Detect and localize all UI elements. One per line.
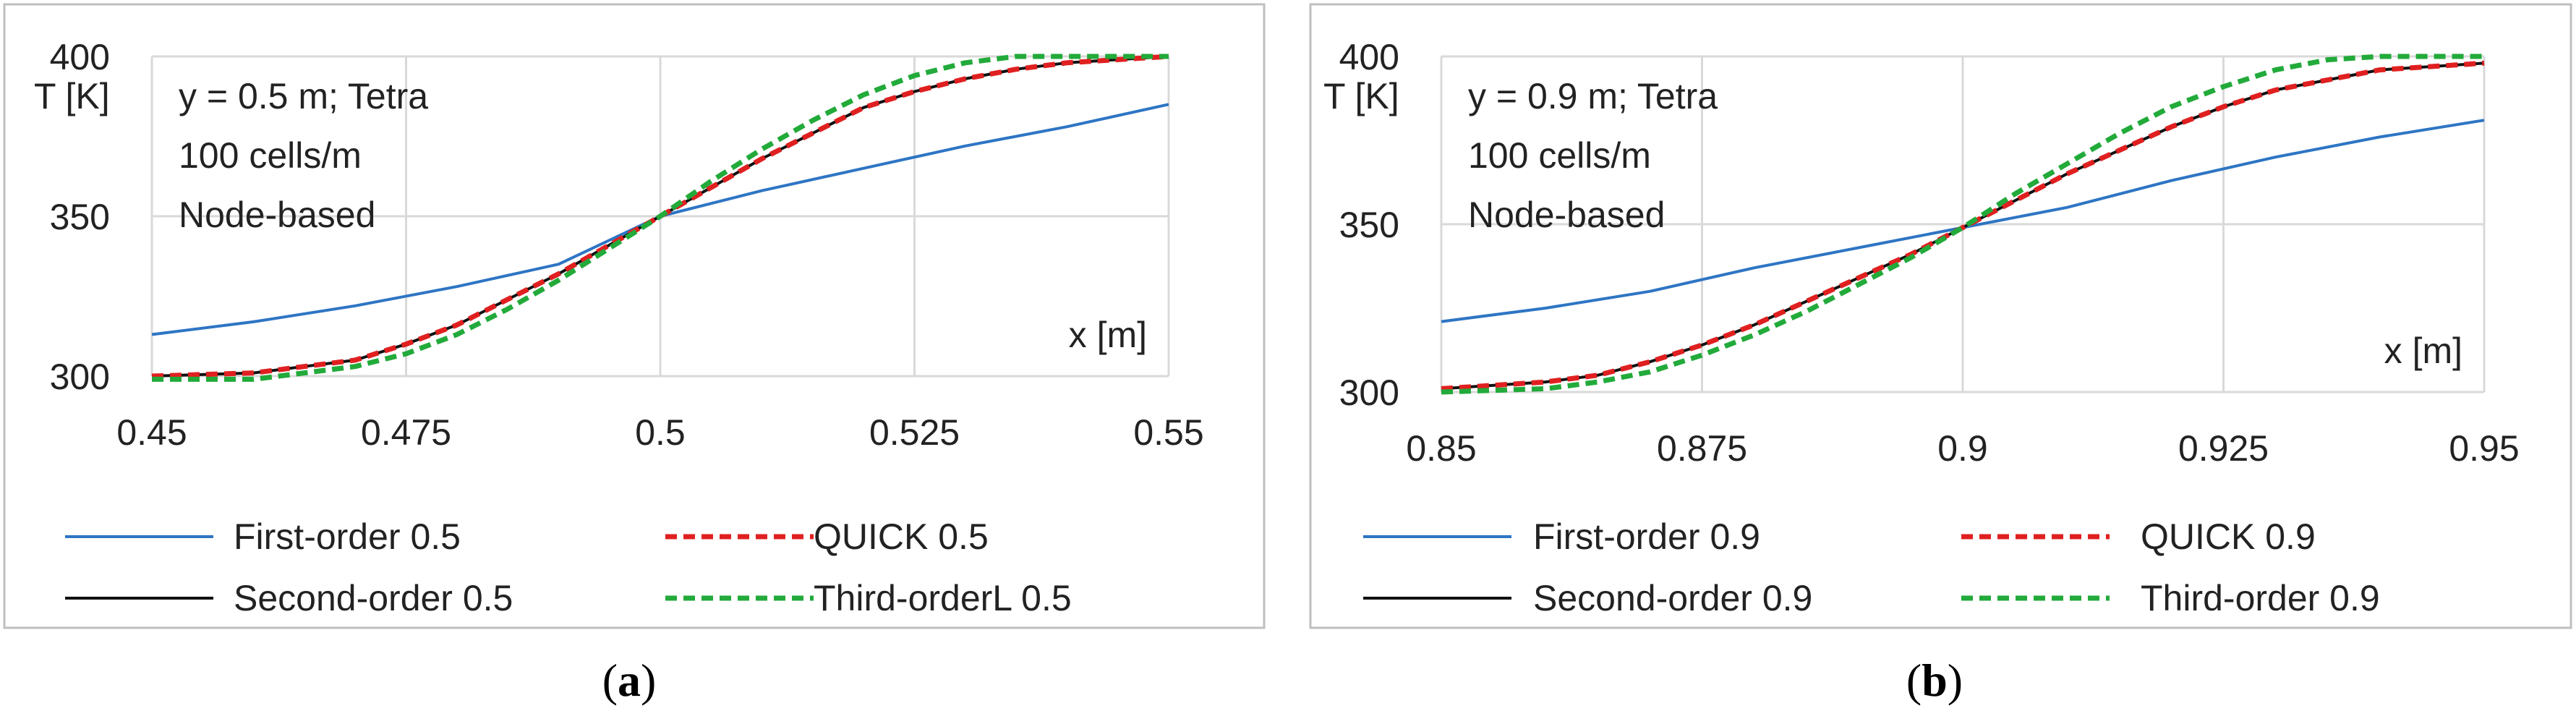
caption-letter: a — [618, 655, 641, 706]
x-axis-label: x [m] — [2384, 331, 2462, 371]
panel-caption: (b) — [1906, 655, 1963, 706]
y-tick-label: 350 — [1339, 205, 1399, 245]
panel-caption: (a) — [602, 655, 657, 706]
annotation-line: 100 cells/m — [1468, 135, 1651, 176]
annotation-line: y = 0.5 m; Tetra — [179, 76, 428, 116]
chart-frame — [1309, 3, 2572, 629]
legend-label: Third-orderL 0.5 — [814, 578, 1072, 618]
x-tick-label: 0.45 — [116, 412, 187, 453]
x-axis-label: x [m] — [1069, 315, 1147, 355]
x-tick-label: 0.55 — [1133, 412, 1203, 453]
y-axis-label: T [K] — [34, 76, 110, 116]
annotation-line: y = 0.9 m; Tetra — [1468, 76, 1718, 116]
series-line-third-orderl-0-5 — [152, 54, 1169, 382]
annotation-line: Node-based — [1468, 195, 1665, 235]
legend-label: First-order 0.5 — [234, 516, 461, 557]
series-line-quick-0-9 — [1441, 60, 2485, 391]
x-tick-label: 0.925 — [2178, 428, 2269, 469]
x-tick-label: 0.525 — [869, 412, 960, 453]
x-tick-label: 0.475 — [361, 412, 451, 453]
annotation-line: 100 cells/m — [179, 135, 362, 176]
x-tick-label: 0.5 — [635, 412, 686, 453]
legend-label: Second-order 0.5 — [234, 578, 513, 618]
annotation-line: Node-based — [179, 195, 375, 235]
y-tick-label: 300 — [50, 357, 110, 397]
caption-open: ( — [1906, 655, 1922, 706]
chart-frame — [3, 3, 1266, 629]
legend-label: QUICK 0.9 — [2141, 516, 2316, 557]
legend-label: QUICK 0.5 — [814, 516, 989, 557]
x-tick-label: 0.9 — [1937, 428, 1988, 469]
y-axis-label: T [K] — [1323, 76, 1399, 116]
caption-close: ) — [641, 655, 656, 706]
x-tick-label: 0.85 — [1406, 428, 1476, 469]
y-tick-label: 300 — [1339, 372, 1399, 413]
y-tick-label: 400 — [1339, 37, 1399, 77]
caption-open: ( — [602, 655, 618, 706]
x-tick-label: 0.95 — [2449, 428, 2519, 469]
caption-close: ) — [1948, 655, 1963, 706]
legend-label: First-order 0.9 — [1533, 516, 1760, 557]
legend-label: Third-order 0.9 — [2141, 578, 2380, 618]
y-tick-label: 350 — [50, 197, 110, 237]
legend-label: Second-order 0.9 — [1533, 578, 1812, 618]
x-tick-label: 0.875 — [1657, 428, 1747, 469]
caption-letter: b — [1922, 655, 1948, 706]
series-line-third-order-0-9 — [1441, 54, 2484, 395]
y-tick-label: 400 — [50, 37, 110, 77]
